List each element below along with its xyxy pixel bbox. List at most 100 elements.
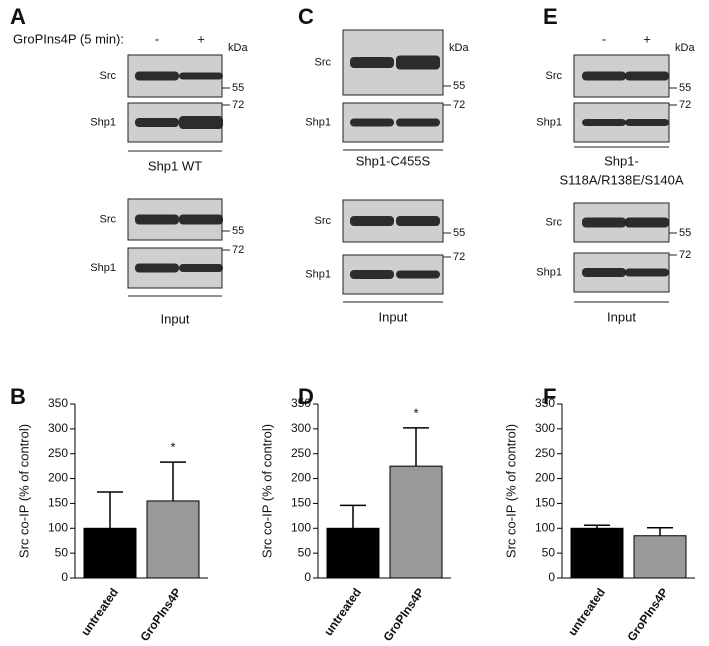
band — [625, 119, 669, 126]
row-label: Shp1 — [536, 266, 562, 278]
ip-label: Shp1-C455S — [356, 153, 431, 168]
band — [396, 118, 440, 127]
y-tick-label: 150 — [291, 496, 311, 510]
y-tick-label: 250 — [291, 446, 311, 460]
y-tick-label: 200 — [535, 471, 555, 485]
size-marker: 72 — [679, 249, 691, 261]
band — [135, 71, 179, 81]
band — [179, 264, 223, 272]
unit-label: kDa — [675, 42, 695, 54]
y-axis-title: Src co-IP (% of control) — [503, 424, 518, 558]
input-label: Input — [379, 309, 408, 324]
bar — [570, 527, 624, 579]
band — [179, 72, 223, 80]
x-tick-label: GroPIns4P — [137, 586, 184, 644]
size-marker: 55 — [453, 80, 465, 92]
row-label: Shp1 — [90, 262, 116, 274]
x-tick-label: GroPIns4P — [380, 586, 427, 644]
band — [179, 214, 223, 225]
unit-label: kDa — [228, 42, 248, 54]
bar — [633, 535, 687, 579]
ip-label: Shp1- — [604, 153, 639, 168]
bar — [146, 500, 200, 579]
band — [135, 263, 179, 273]
y-tick-label: 50 — [55, 545, 69, 559]
band — [135, 214, 179, 225]
size-marker: 72 — [232, 244, 244, 256]
treatment-label: GroPIns4P (5 min): — [13, 31, 124, 46]
band — [350, 57, 394, 68]
input-label: Input — [607, 309, 636, 324]
panel-letter: F — [543, 384, 556, 409]
y-tick-label: 0 — [548, 570, 555, 584]
row-label: Src — [100, 70, 117, 82]
lane-label: - — [602, 31, 606, 46]
panel-letter: B — [10, 384, 26, 409]
y-tick-label: 100 — [535, 520, 555, 534]
band — [625, 217, 669, 228]
lane-label: + — [643, 31, 651, 46]
y-axis-title: Src co-IP (% of control) — [16, 424, 31, 558]
y-tick-label: 50 — [542, 545, 556, 559]
size-marker: 72 — [453, 251, 465, 263]
size-marker: 55 — [232, 82, 244, 94]
size-marker: 55 — [453, 227, 465, 239]
y-tick-label: 0 — [61, 570, 68, 584]
row-label: Src — [315, 56, 332, 68]
size-marker: 55 — [679, 227, 691, 239]
significance-mark: * — [413, 405, 418, 420]
row-label: Src — [546, 70, 563, 82]
row-label: Shp1 — [305, 268, 331, 280]
y-tick-label: 100 — [48, 520, 68, 534]
ip-label: S118A/R138E/S140A — [559, 172, 683, 187]
y-tick-label: 350 — [535, 396, 555, 410]
ip-label: Shp1 WT — [148, 158, 202, 173]
panel-letter: A — [10, 4, 26, 29]
y-tick-label: 250 — [535, 446, 555, 460]
size-marker: 55 — [232, 225, 244, 237]
y-tick-label: 200 — [48, 471, 68, 485]
y-tick-label: 150 — [48, 496, 68, 510]
y-tick-label: 350 — [291, 396, 311, 410]
lane-label: - — [155, 31, 159, 46]
panel-letter: D — [298, 384, 314, 409]
bar — [83, 527, 137, 579]
row-label: Src — [546, 216, 563, 228]
size-marker: 72 — [679, 99, 691, 111]
band — [396, 216, 440, 226]
band — [396, 270, 440, 279]
y-tick-label: 0 — [304, 570, 311, 584]
band — [582, 217, 626, 228]
row-label: Shp1 — [305, 116, 331, 128]
x-tick-label: untreated — [78, 586, 121, 639]
band — [625, 71, 669, 81]
y-tick-label: 150 — [535, 496, 555, 510]
band — [625, 268, 669, 277]
band — [179, 116, 223, 129]
band — [350, 118, 394, 127]
row-label: Src — [315, 215, 332, 227]
band — [582, 71, 626, 81]
significance-mark: * — [170, 440, 175, 455]
band — [350, 270, 394, 279]
y-tick-label: 300 — [291, 421, 311, 435]
y-tick-label: 50 — [298, 545, 312, 559]
bar — [389, 465, 443, 579]
y-tick-label: 200 — [291, 471, 311, 485]
y-tick-label: 250 — [48, 446, 68, 460]
band — [135, 118, 179, 127]
y-tick-label: 300 — [535, 421, 555, 435]
row-label: Shp1 — [90, 116, 116, 128]
row-label: Shp1 — [536, 116, 562, 128]
panel-letter: C — [298, 4, 314, 29]
panel-letter: E — [543, 4, 558, 29]
y-tick-label: 300 — [48, 421, 68, 435]
band — [582, 119, 626, 126]
x-tick-label: untreated — [321, 586, 364, 639]
band — [350, 216, 394, 226]
size-marker: 55 — [679, 82, 691, 94]
y-tick-label: 100 — [291, 520, 311, 534]
band — [582, 268, 626, 277]
y-axis-title: Src co-IP (% of control) — [259, 424, 274, 558]
